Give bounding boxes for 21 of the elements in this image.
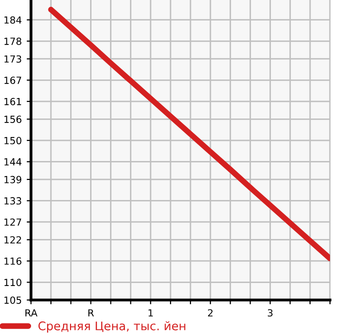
x-tick-label: RA [25,309,38,316]
y-tick-label: 116 [4,257,22,265]
y-tick-label: 167 [4,76,22,84]
x-tick-label: 3 [268,309,273,317]
y-tick-label: 184 [4,16,22,24]
y-tick-label: 105 [4,296,22,304]
y-tick-label: 156 [4,116,22,123]
y-tick-label: 133 [4,197,22,205]
y-tick-label: 161 [4,98,22,106]
x-tick-label: R [88,309,94,316]
x-tick-label: 2 [208,309,213,316]
y-tick-label: 139 [4,176,22,184]
y-tick-label: 173 [4,55,22,63]
y-tick-label: 127 [4,218,22,226]
y-tick-label: 122 [4,236,21,244]
x-tick-label: 1 [148,309,153,316]
y-tick-label: 178 [4,38,22,45]
y-tick-label: 150 [4,136,22,144]
legend-label: Средняя Цена, тыс. йен [38,321,186,333]
y-tick-label: 110 [4,278,22,286]
y-tick-label: 144 [4,158,22,166]
